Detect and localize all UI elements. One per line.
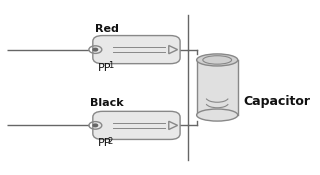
Text: PP: PP xyxy=(98,62,112,72)
Text: PP: PP xyxy=(98,138,112,148)
Text: Red: Red xyxy=(95,24,119,34)
Polygon shape xyxy=(169,121,178,130)
Text: Capacitor: Capacitor xyxy=(244,95,311,108)
Circle shape xyxy=(93,124,98,127)
Bar xyxy=(197,60,238,115)
Ellipse shape xyxy=(203,56,232,64)
Polygon shape xyxy=(169,46,178,54)
Text: 2: 2 xyxy=(108,137,113,146)
Ellipse shape xyxy=(197,109,238,121)
FancyBboxPatch shape xyxy=(93,36,180,64)
Circle shape xyxy=(93,48,98,51)
Text: 1: 1 xyxy=(108,61,113,70)
Text: Black: Black xyxy=(90,98,124,108)
Ellipse shape xyxy=(197,54,238,66)
FancyBboxPatch shape xyxy=(93,111,180,139)
